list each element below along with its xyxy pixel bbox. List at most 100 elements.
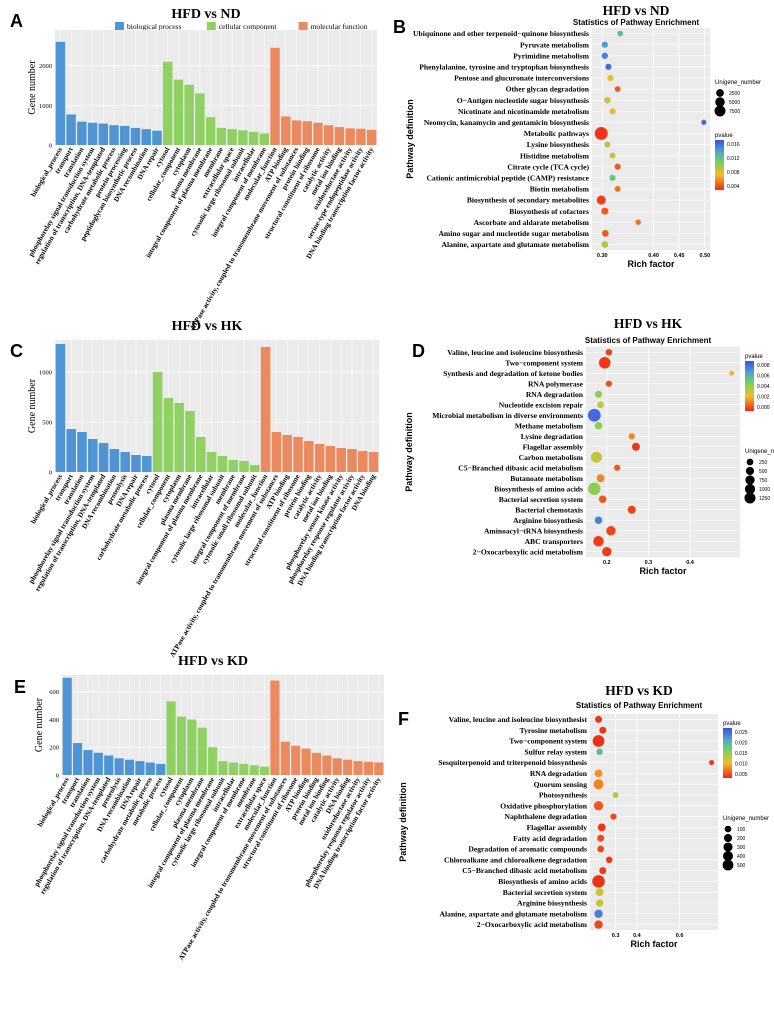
x-tick-label: 0.40 (648, 253, 659, 259)
pathway-label: C5−Branched dibasic acid metabolism (458, 463, 583, 472)
bar (334, 127, 345, 145)
y-axis-label: Gene number (34, 697, 45, 752)
pathway-label: Histidine metabolism (520, 151, 590, 160)
bar (152, 372, 163, 472)
pathway-point (602, 547, 612, 557)
size-legend-dot (723, 833, 733, 843)
pathway-label: Nucleotide excision repair (499, 400, 584, 409)
size-legend-label: 1000 (759, 487, 770, 493)
pathway-label: Other glycan degradation (506, 85, 590, 94)
chart-title: HFD vs HK (172, 319, 243, 334)
pathway-label: RNA degradation (530, 769, 588, 778)
pathway-label: O−Antigen nucleotide sugar biosynthesis (457, 96, 589, 105)
bar (142, 456, 152, 472)
pvalue-tick-label: 0.005 (735, 772, 748, 778)
pathway-label: Methane metabolism (515, 421, 584, 430)
x-tick-label: 0.50 (700, 253, 711, 259)
pathway-label: Pyruvate metabolism (520, 40, 590, 49)
pathway-point (606, 526, 616, 536)
pathway-point (729, 370, 735, 376)
pathway-label: Butanoate metabolism (510, 474, 583, 483)
pathway-label: Valine, leucine and isoleucine biosynthe… (447, 348, 583, 357)
bar (66, 114, 76, 145)
bar (281, 116, 291, 145)
bar (353, 761, 363, 775)
pathway-label: Sulfur relay system (524, 747, 587, 756)
bar (98, 123, 109, 145)
pathway-label: Carbon metabolism (519, 453, 584, 462)
pvalue-colorbar (723, 728, 732, 778)
pathway-label: RNA polymerase (528, 379, 584, 388)
pvalue-tick-label: 0.002 (757, 395, 770, 401)
pathway-label: Biosynthesis of amino acids (494, 484, 583, 493)
pathway-point (594, 126, 608, 140)
bar (332, 758, 342, 775)
pathway-point (594, 920, 603, 929)
legend-swatch-mf (298, 22, 308, 30)
bar (322, 755, 332, 775)
plot-background (592, 28, 710, 250)
bar (311, 752, 322, 775)
bar (109, 449, 120, 472)
pathway-point (597, 823, 606, 832)
pathway-point (605, 856, 613, 864)
size-legend-dot (723, 842, 733, 852)
pathway-point (609, 108, 616, 115)
y-tick-label: 600 (49, 689, 59, 696)
bar (248, 131, 259, 145)
pathway-point (594, 909, 603, 919)
bar (77, 432, 87, 472)
bar (314, 444, 325, 472)
pathway-point (605, 380, 613, 387)
legend-label-mf: molecular function (311, 22, 368, 31)
x-tick-label: 0.30 (597, 253, 608, 259)
pathway-label: Valine, leucine and isoleucine biosynthe… (449, 715, 588, 724)
pathway-point (587, 408, 601, 422)
pathway-label: Chloroalkane and chloroalkene degradatio… (444, 855, 588, 864)
pathway-label: RNA degradation (526, 390, 584, 399)
bar (208, 747, 218, 775)
size-legend-dot (745, 466, 755, 476)
bar (145, 762, 155, 775)
size-legend-label: 300 (737, 845, 746, 851)
y-tick-label: 1000 (39, 103, 52, 110)
bar (304, 441, 314, 472)
chart-title: HFD vs KD (605, 683, 673, 698)
pathway-label: Arginine biosynthesis (513, 516, 583, 525)
pathway-label: Lysine biosynthesis (527, 140, 589, 149)
bar (135, 761, 145, 775)
bar (197, 727, 207, 775)
bar (343, 759, 353, 775)
panel-letter-D: D (412, 341, 425, 361)
bar (120, 125, 130, 145)
pathway-point (596, 474, 605, 483)
y-axis-label: Gene number (27, 378, 38, 433)
pathway-label: Flagellar assembly (527, 823, 588, 832)
chart-subtitle: Statistics of Pathway Enrichment (576, 701, 703, 710)
pathway-label: Flagellar assembly (523, 442, 584, 451)
bar (141, 129, 151, 145)
size-legend-label: 200 (737, 836, 746, 842)
pathway-label: Amino sugar and nucleotide sugar metabol… (438, 229, 589, 238)
bar (366, 129, 377, 145)
pvalue-colorbar (715, 140, 724, 190)
pathway-point (617, 30, 624, 37)
bar (323, 125, 334, 145)
bar (336, 448, 346, 472)
x-axis-label: Rich factor (639, 566, 687, 576)
size-legend-dot (714, 105, 726, 117)
bar (239, 763, 249, 775)
bar (206, 452, 217, 472)
size-legend-label: 500 (759, 469, 768, 475)
pathway-point (604, 96, 611, 104)
pathway-point (593, 801, 604, 811)
pathway-point (614, 163, 621, 170)
panel-letter-E: E (14, 677, 26, 697)
chart-subtitle: Statistics of Pathway Enrichment (573, 18, 700, 27)
pathway-point (609, 174, 616, 181)
pathway-label: Microbial metabolism in diverse environm… (432, 411, 583, 420)
plot-background (590, 714, 718, 930)
pathway-point (614, 464, 621, 471)
bar (228, 762, 238, 775)
bar (374, 762, 384, 775)
